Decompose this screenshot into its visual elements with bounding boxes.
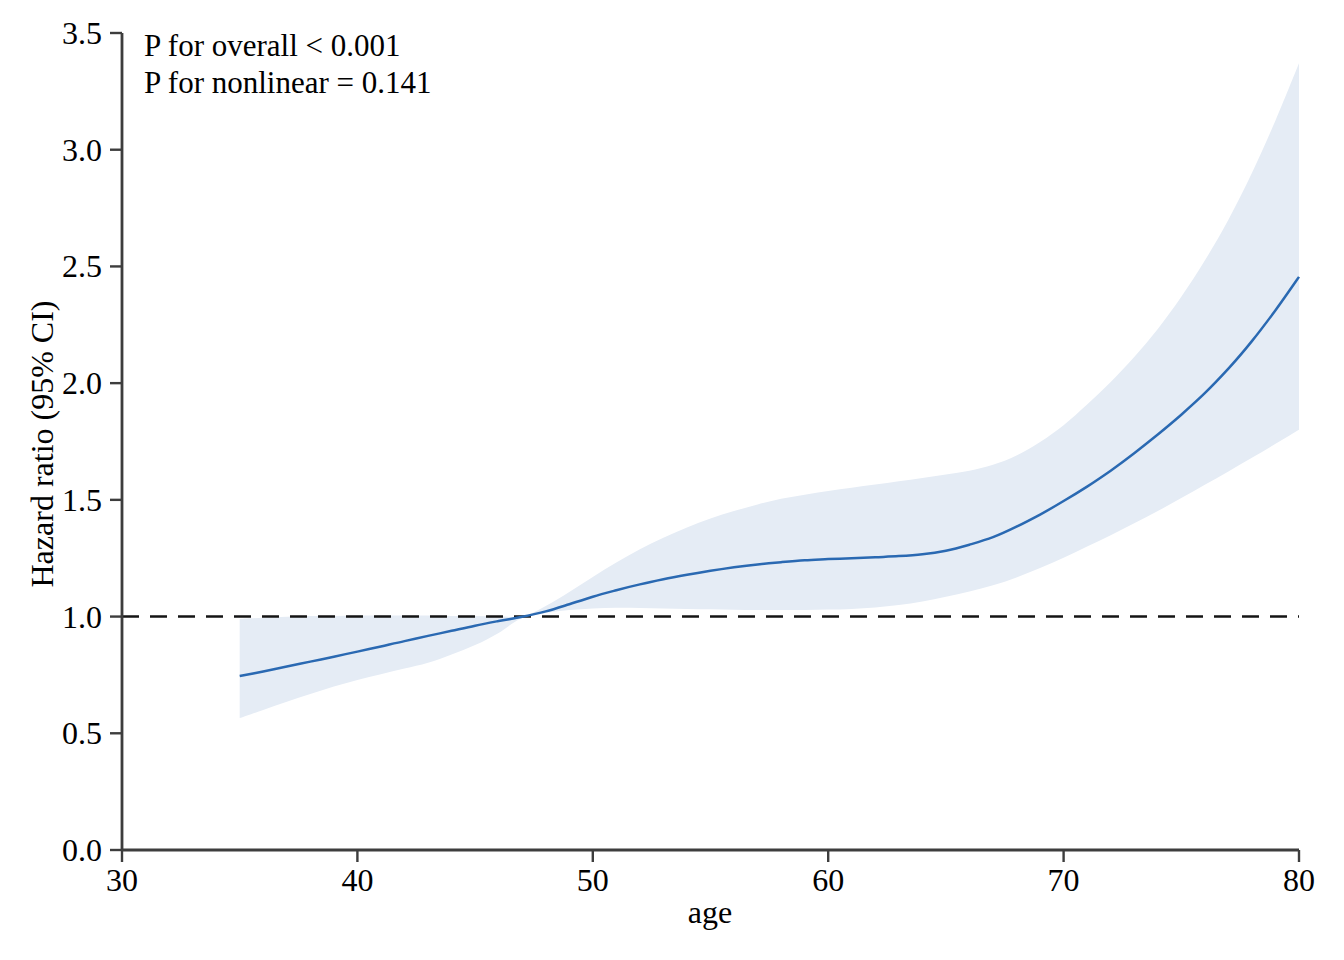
y-tick-label: 0.0 <box>62 832 102 868</box>
y-tick-label: 0.5 <box>62 715 102 751</box>
y-tick-label: 3.5 <box>62 15 102 51</box>
hazard-ratio-figure: 30 40 50 60 70 80 0.0 0.5 1.0 1.5 2.0 2.5 3.0 3.5 P … <box>0 0 1344 960</box>
p-nonlinear-text: P for nonlinear = 0.141 <box>144 64 432 101</box>
x-axis-ticks: 30 40 50 60 70 80 <box>106 850 1315 898</box>
x-tick-label: 60 <box>812 862 844 898</box>
confidence-band <box>240 63 1299 718</box>
p-overall-text: P for overall < 0.001 <box>144 27 432 64</box>
y-axis-title: Hazard ratio (95% CI) <box>24 301 61 588</box>
x-axis-title: age <box>688 894 732 931</box>
y-tick-label: 1.5 <box>62 482 102 518</box>
y-tick-label: 2.0 <box>62 365 102 401</box>
x-tick-label: 70 <box>1048 862 1080 898</box>
y-tick-label: 1.0 <box>62 599 102 635</box>
x-tick-label: 40 <box>341 862 373 898</box>
y-axis-ticks: 0.0 0.5 1.0 1.5 2.0 2.5 3.0 3.5 <box>62 15 122 868</box>
y-tick-label: 3.0 <box>62 132 102 168</box>
y-tick-label: 2.5 <box>62 248 102 284</box>
x-tick-label: 80 <box>1283 862 1315 898</box>
x-tick-label: 50 <box>577 862 609 898</box>
p-value-annotation: P for overall < 0.001 P for nonlinear = … <box>144 27 432 101</box>
hazard-ratio-chart: 30 40 50 60 70 80 0.0 0.5 1.0 1.5 2.0 2.5 3.0 3.5 <box>0 0 1344 960</box>
x-tick-label: 30 <box>106 862 138 898</box>
